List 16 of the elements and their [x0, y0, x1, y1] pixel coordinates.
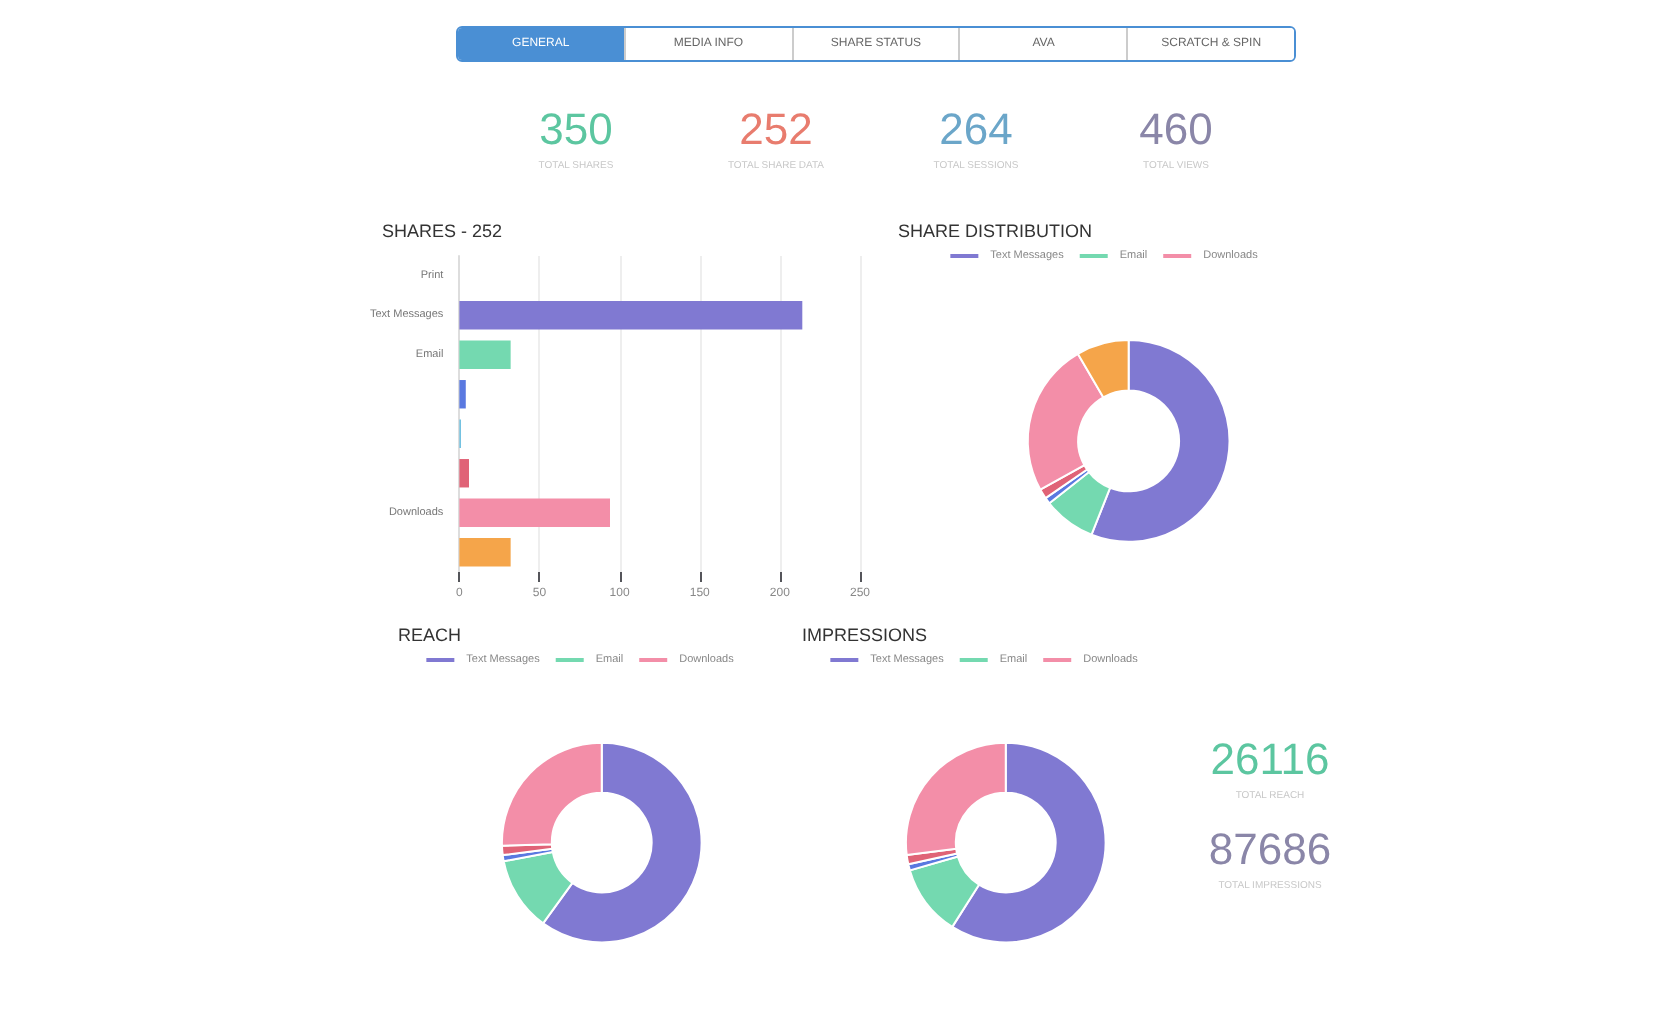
chart-title: IMPRESSIONS — [802, 625, 928, 645]
bar — [459, 459, 469, 488]
text: 460 — [1137, 103, 1215, 153]
chart-title: REACH — [398, 625, 462, 645]
bar — [459, 340, 511, 369]
text: 264 — [937, 103, 1015, 153]
bar — [459, 380, 466, 409]
bar — [459, 301, 803, 330]
bar — [459, 498, 610, 527]
text: 350 — [537, 103, 615, 153]
text: 26116 — [1210, 734, 1330, 784]
chart-title: SHARES - 252 — [382, 221, 503, 241]
text: 87686 — [1208, 824, 1332, 874]
bar — [459, 538, 511, 567]
chart-title: SHARE DISTRIBUTION — [898, 221, 1093, 241]
text: 252 — [737, 103, 815, 153]
